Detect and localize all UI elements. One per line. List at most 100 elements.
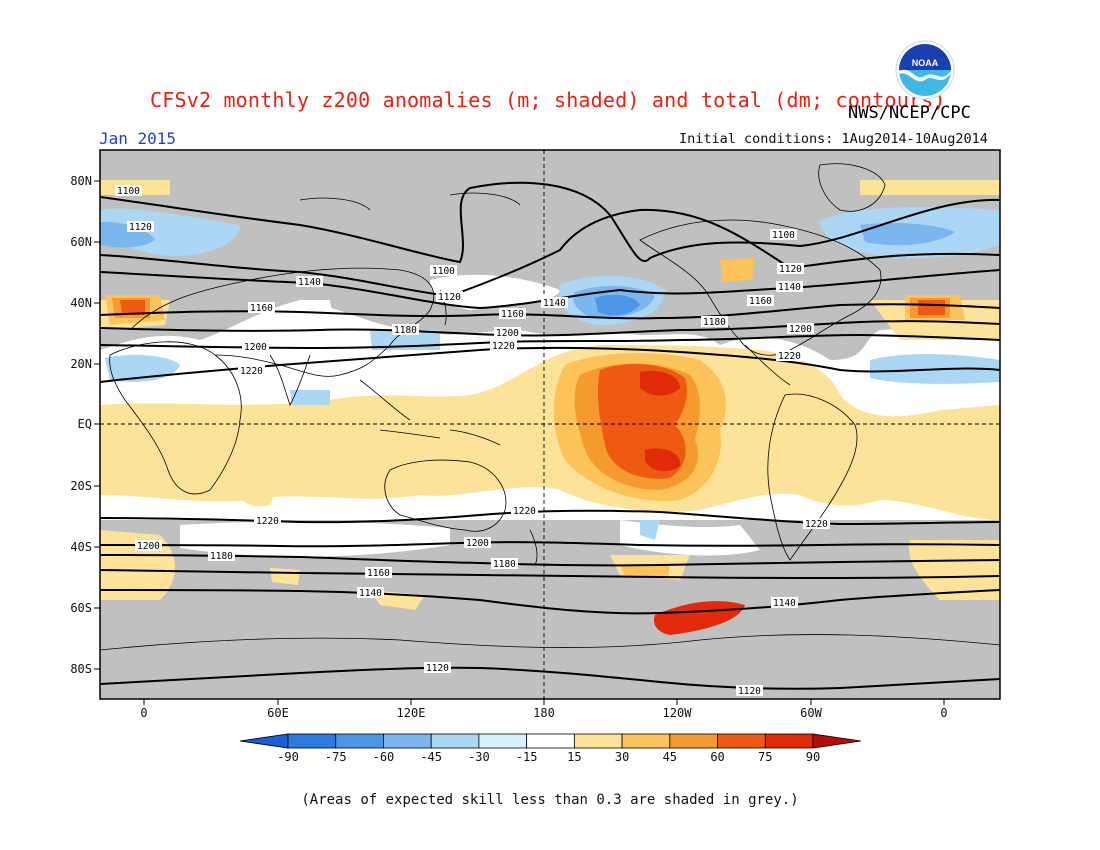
- latitude-axis: 80N 60N 40N 20N EQ 20S 40S 60S 80S: [70, 174, 100, 676]
- svg-text:1180: 1180: [210, 551, 233, 562]
- initial-conditions-label: Initial conditions: 1Aug2014-10Aug2014: [679, 131, 988, 147]
- lon-tick-label: 0: [940, 706, 947, 720]
- svg-text:1100: 1100: [117, 186, 140, 197]
- contour-label: 1220: [238, 365, 265, 377]
- contour-1160-south: [100, 569, 1000, 579]
- lon-tick-label: 0: [140, 706, 147, 720]
- lat-tick-label: 40S: [70, 540, 92, 554]
- lat-tick-label: 80S: [70, 662, 92, 676]
- svg-text:1200: 1200: [466, 538, 489, 549]
- contour-label: 1120: [424, 662, 451, 674]
- svg-text:1200: 1200: [789, 324, 812, 335]
- lat-tick-label: 40N: [70, 296, 92, 310]
- colorbar-tick-label: -30: [468, 750, 490, 764]
- svg-text:1160: 1160: [501, 309, 524, 320]
- colorbar-end-arrow: [812, 733, 862, 749]
- svg-text:1180: 1180: [493, 559, 516, 570]
- colorbar-tick-label: 60: [710, 750, 724, 764]
- contour-label: 1120: [777, 263, 804, 275]
- contour-label: 1120: [127, 221, 154, 233]
- contour-label: 1220: [254, 515, 281, 527]
- svg-text:1220: 1220: [778, 351, 801, 362]
- colorbar-swatch: [764, 733, 814, 749]
- colorbar-tick-label: 90: [806, 750, 820, 764]
- svg-text:1220: 1220: [492, 341, 515, 352]
- contour-1180: [100, 320, 1000, 337]
- contour-label: 1180: [392, 324, 419, 336]
- map-title: CFSv2 monthly z200 anomalies (m; shaded)…: [150, 88, 946, 112]
- contour-label: 1220: [803, 518, 830, 530]
- colorbar-tick-label: 75: [758, 750, 772, 764]
- lat-tick-label: 60S: [70, 601, 92, 615]
- contour-label: 1140: [357, 587, 384, 599]
- contour-label: 1120: [436, 291, 463, 303]
- lat-tick-label: 80N: [70, 174, 92, 188]
- contour-label: 1120: [736, 685, 763, 697]
- contour-label: 1100: [115, 185, 142, 197]
- skill-footnote: (Areas of expected skill less than 0.3 a…: [301, 792, 799, 808]
- longitude-axis: 0 60E 120E 180 120W 60W 0: [140, 699, 948, 720]
- colorbar-tick-label: 45: [663, 750, 677, 764]
- svg-text:1220: 1220: [805, 519, 828, 530]
- colorbar-tick-label: -60: [373, 750, 395, 764]
- lon-tick-label: 60E: [267, 706, 289, 720]
- lat-tick-label: 60N: [70, 235, 92, 249]
- contour-label: 1160: [747, 295, 774, 307]
- contour-label: 1220: [511, 505, 538, 517]
- valid-month-label: Jan 2015: [99, 129, 177, 148]
- contour-label: 1180: [491, 558, 518, 570]
- contour-label: 1200: [242, 341, 269, 353]
- agency-label: NWS/NCEP/CPC: [848, 103, 971, 123]
- lon-tick-label: 60W: [800, 706, 822, 720]
- colorbar-swatch: [287, 733, 337, 749]
- contour-label: 1200: [464, 537, 491, 549]
- svg-text:1120: 1120: [779, 264, 802, 275]
- anomaly-neg-60-45: [595, 294, 640, 316]
- contour-label: 1100: [770, 229, 797, 241]
- noaa-logo-text: NOAA: [912, 58, 939, 68]
- contour-label: 1180: [208, 550, 235, 562]
- contour-label: 1100: [430, 265, 457, 277]
- svg-text:1120: 1120: [129, 222, 152, 233]
- contour-label: 1140: [296, 276, 323, 288]
- contour-label: 1200: [787, 323, 814, 335]
- lon-tick-label: 120E: [397, 706, 426, 720]
- colorbar: -90 -75 -60 -45 -30 -15 15 30 45 60 75 90: [239, 733, 862, 764]
- reference-lines: [100, 150, 1000, 699]
- lon-tick-label: 120W: [663, 706, 693, 720]
- lat-tick-label: EQ: [78, 417, 92, 431]
- svg-text:1180: 1180: [703, 317, 726, 328]
- contour-label: 1200: [494, 327, 521, 339]
- lat-tick-label: 20S: [70, 479, 92, 493]
- contour-label: 1200: [135, 540, 162, 552]
- contour-1140-south: [100, 589, 1000, 615]
- lon-tick-label: 180: [533, 706, 555, 720]
- colorbar-swatch: [478, 733, 528, 749]
- svg-text:1200: 1200: [244, 342, 267, 353]
- colorbar-tick-label: 15: [567, 750, 581, 764]
- contour-1100: [100, 181, 1000, 264]
- svg-text:1140: 1140: [773, 598, 796, 609]
- contour-1200: [100, 333, 1000, 350]
- contour-label: 1140: [776, 281, 803, 293]
- colorbar-tick-label: -90: [277, 750, 299, 764]
- svg-text:1100: 1100: [432, 266, 455, 277]
- contour-label: 1180: [701, 316, 728, 328]
- colorbar-swatch: [717, 733, 766, 749]
- svg-text:1140: 1140: [298, 277, 321, 288]
- contour-1180-south: [100, 554, 1000, 567]
- colorbar-tick-label: -15: [516, 750, 538, 764]
- svg-text:1160: 1160: [749, 296, 772, 307]
- noaa-logo-icon: NOAA: [895, 40, 955, 100]
- colorbar-tick-label: 30: [615, 750, 629, 764]
- colorbar-tick-label: -45: [420, 750, 442, 764]
- svg-text:1160: 1160: [367, 568, 390, 579]
- svg-text:1200: 1200: [137, 541, 160, 552]
- svg-text:1140: 1140: [543, 298, 566, 309]
- contour-1120-south: [100, 666, 1000, 690]
- contour-label: 1160: [499, 308, 526, 320]
- lat-tick-label: 20N: [70, 357, 92, 371]
- colorbar-end-arrow: [239, 733, 289, 749]
- colorbar-swatch: [335, 733, 384, 749]
